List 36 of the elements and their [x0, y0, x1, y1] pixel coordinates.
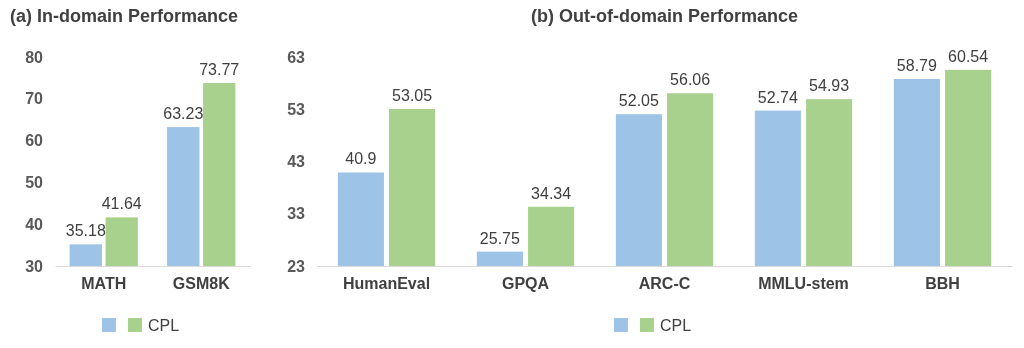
x-tick-label: MATH	[81, 275, 127, 293]
data-label: 35.18	[65, 222, 106, 240]
data-label: 58.79	[896, 57, 938, 74]
y-tick-label: 43	[287, 153, 306, 171]
data-label: 40.9	[345, 150, 377, 168]
data-label: 73.77	[199, 61, 240, 79]
data-label: 34.34	[531, 184, 572, 202]
data-label: 63.23	[163, 105, 204, 123]
legend-label: CPL	[147, 317, 180, 334]
y-tick-label: 80	[25, 48, 44, 66]
x-tick-label: HumanEval	[342, 275, 431, 293]
x-tick-label: MMLU-stem	[758, 275, 849, 293]
data-label: 56.06	[670, 71, 711, 89]
data-label: 54.93	[809, 77, 850, 95]
y-tick-label: 53	[287, 100, 306, 118]
y-tick-label: 50	[25, 174, 44, 192]
y-tick-label: 70	[25, 90, 44, 108]
x-tick-label: GSM8K	[172, 275, 231, 293]
data-label: 60.54	[948, 47, 989, 65]
y-tick-label: 63	[287, 48, 306, 66]
y-tick-label: 23	[287, 257, 306, 275]
y-tick-label: 40	[25, 215, 44, 233]
x-tick-label: BBH	[925, 275, 960, 293]
data-label: 52.74	[757, 88, 799, 106]
legend-label: CPL	[659, 317, 692, 334]
data-label: 52.05	[618, 92, 660, 110]
chart-title: (b) Out-of-domain Performance	[530, 6, 799, 26]
data-label: 25.75	[479, 229, 521, 247]
x-tick-label: GPQA	[501, 275, 550, 293]
x-tick-label: ARC-C	[638, 275, 691, 293]
y-tick-label: 30	[25, 257, 44, 275]
chart-title: (a) In-domain Performance	[10, 6, 239, 26]
data-label: 41.64	[101, 195, 142, 213]
y-tick-label: 33	[287, 205, 306, 223]
data-label: 53.05	[392, 86, 433, 104]
y-tick-label: 60	[25, 132, 44, 150]
